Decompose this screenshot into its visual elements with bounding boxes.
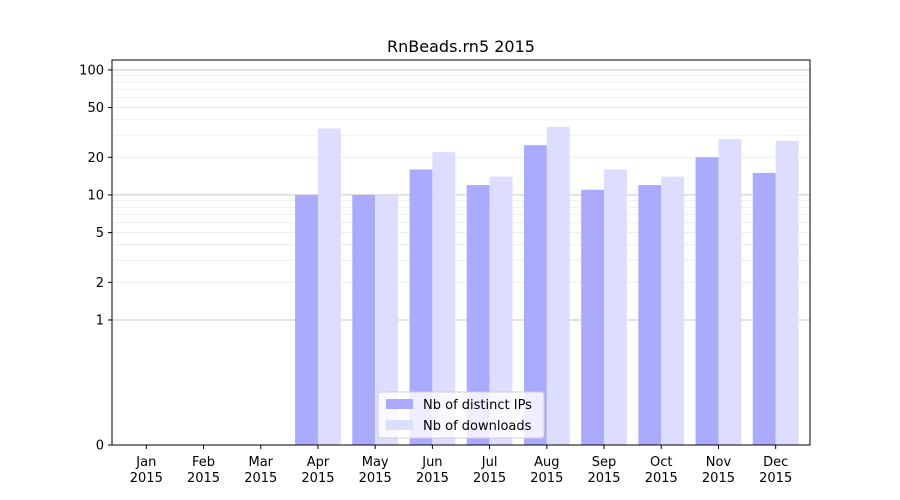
y-tick-label: 2 [96,276,104,291]
major-grid [112,69,810,321]
x-tick-label-year: 2015 [187,471,220,486]
bar-distinct-ips [352,194,376,445]
minor-grid [112,75,810,283]
bar-downloads [661,176,685,445]
x-tick-label-year: 2015 [244,471,277,486]
x-tick-label-month: Jun [421,455,442,470]
x-tick-label-year: 2015 [530,471,563,486]
bar-downloads [432,152,456,445]
bar-downloads [718,139,742,445]
x-tick-label-year: 2015 [301,471,334,486]
plot-frame [111,59,811,446]
bar-distinct-ips [523,145,547,445]
bar-distinct-ips [409,169,433,445]
y-tick-label: 100 [79,63,104,78]
bar-distinct-ips [466,185,490,445]
bar-distinct-ips [295,194,318,445]
x-tick-label-month: Jul [481,455,498,470]
bar-distinct-ips [638,185,662,445]
x-tick-label-year: 2015 [702,471,735,486]
x-tick-label-month: Dec [763,455,788,470]
x-tick-label-month: Nov [706,455,732,470]
y-tick-label: 1 [96,313,104,328]
x-tick-label-year: 2015 [473,471,506,486]
x-tick-label-month: Oct [650,455,672,470]
legend-swatch [386,399,413,409]
bar-downloads [317,128,341,445]
y-tick-label: 20 [87,151,104,166]
x-tick-label-year: 2015 [645,471,678,486]
x-tick-label-month: Feb [192,455,215,470]
bar-downloads [489,176,513,445]
x-tick-label-month: Aug [534,455,559,470]
x-tick-label-month: Sep [592,455,617,470]
legend-label: Nb of downloads [423,419,532,434]
bar-distinct-ips [752,172,776,445]
bar-downloads [775,140,799,445]
y-tick-label: 5 [96,226,104,241]
y-tick-label: 0 [96,439,104,454]
x-tick-label-year: 2015 [759,471,792,486]
x-tick-label-month: Jan [135,455,156,470]
x-tick-label-year: 2015 [587,471,620,486]
x-tick-label-month: Apr [307,455,330,470]
x-tick-label-year: 2015 [416,471,449,486]
x-tick-label-month: Mar [248,455,273,470]
legend-box [377,391,545,439]
bar-downloads [375,194,399,445]
y-tick-label: 50 [87,101,104,116]
x-tick-label-year: 2015 [359,471,392,486]
bar-downloads [604,169,627,445]
bars [295,126,799,446]
x-tick-label-month: May [362,455,389,470]
legend: Nb of distinct IPs Nb of downloads [377,391,545,439]
bar-distinct-ips [695,157,719,445]
y-axis: 0 1 2 5 10 20 50 100 [79,63,112,454]
legend-swatch [386,420,413,430]
bar-distinct-ips [581,189,605,445]
bar-downloads [546,126,570,446]
chart-title: RnBeads.rn5 2015 [387,37,535,56]
x-tick-label-year: 2015 [130,471,163,486]
x-axis: Jan2015Feb2015Mar2015Apr2015May2015Jun20… [130,445,792,486]
legend-label: Nb of distinct IPs [423,398,532,413]
y-tick-label: 10 [87,188,104,203]
